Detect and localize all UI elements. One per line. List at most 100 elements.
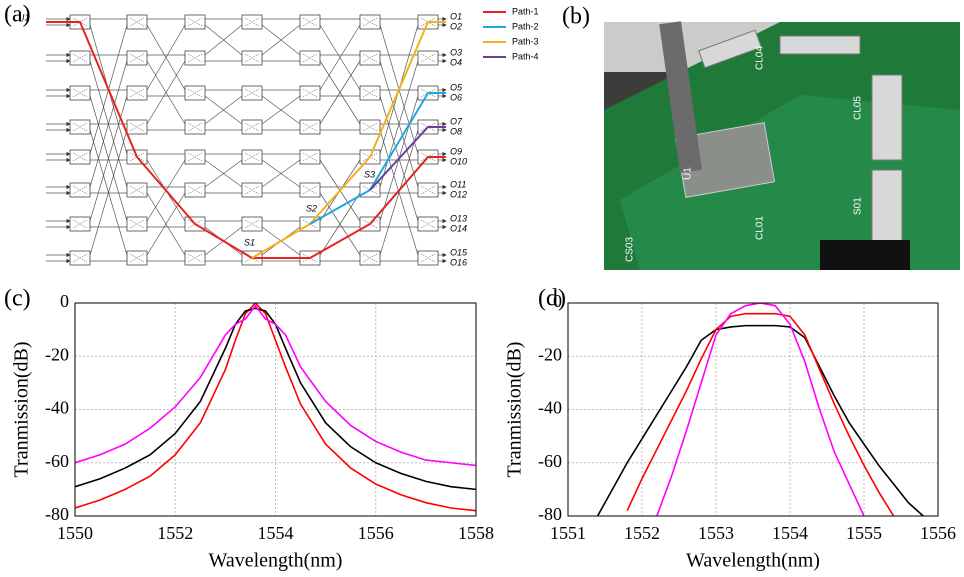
output-label: O4	[450, 57, 462, 67]
legend-label: Path-2	[512, 21, 539, 31]
connection	[319, 60, 361, 125]
panel-label: (d)	[538, 286, 566, 312]
connection	[379, 60, 419, 188]
series-line	[75, 304, 476, 467]
legend-label: Path-1	[512, 6, 539, 16]
panel-label: (c)	[4, 286, 31, 312]
switch-cross	[244, 219, 260, 229]
plot-frame	[567, 302, 939, 517]
board-label: CL01	[755, 216, 766, 240]
switch-cross	[244, 152, 260, 162]
switch-cross	[129, 53, 145, 63]
switch-cross	[129, 122, 145, 132]
output-label: O8	[450, 126, 462, 136]
panel-label: (a)	[4, 2, 31, 28]
switch-cross	[362, 53, 378, 63]
y-tick-label: -80	[45, 504, 69, 524]
signal-path	[251, 21, 446, 259]
connection	[319, 24, 361, 91]
connection	[204, 159, 243, 188]
switch-cross	[244, 53, 260, 63]
x-tick-label: 1554	[258, 523, 294, 543]
switch-cross	[129, 17, 145, 27]
output-label: O5	[450, 82, 463, 92]
y-axis-label: Tranmission(dB)	[504, 342, 526, 478]
series-line	[75, 307, 476, 491]
x-tick-label: 1553	[698, 523, 734, 543]
switch-cross	[362, 122, 378, 132]
x-tick-label: 1556	[920, 523, 956, 543]
switch-cross	[72, 185, 88, 195]
connection	[146, 192, 186, 256]
switch-cross	[187, 185, 203, 195]
y-tick-label: -40	[45, 398, 69, 418]
y-tick-label: -60	[45, 451, 69, 471]
switch-cross	[187, 17, 203, 27]
connection	[146, 24, 186, 91]
switch-cross	[72, 253, 88, 263]
switch-cross	[187, 152, 203, 162]
output-label: O2	[450, 21, 462, 31]
switch-cross	[129, 185, 145, 195]
y-tick-label: 0	[553, 291, 562, 311]
connection	[261, 24, 301, 56]
switch-cross	[362, 253, 378, 263]
switch-cross	[302, 53, 318, 63]
switch-cross	[72, 53, 88, 63]
switch-cross	[420, 219, 436, 229]
connection	[261, 95, 301, 125]
connection	[204, 95, 243, 125]
switch-label: S2	[306, 203, 317, 213]
switch-cross	[187, 253, 203, 263]
output-label: O11	[450, 179, 466, 189]
board-label: U1	[683, 167, 694, 180]
connection	[261, 159, 301, 188]
output-label: O3	[450, 47, 462, 57]
board-label: CS03	[625, 237, 636, 262]
switch-cross	[187, 122, 203, 132]
signal-path	[309, 92, 446, 225]
output-label: O15	[450, 247, 468, 257]
output-label: O13	[450, 213, 467, 223]
photo: CL04 CL05 CL01 S01 CS03 U1	[604, 21, 960, 270]
legend-label: Path-4	[512, 51, 539, 61]
switch-cross	[420, 185, 436, 195]
output-label: O1	[450, 11, 462, 21]
output-label: O16	[450, 257, 467, 267]
connection	[146, 60, 186, 125]
y-tick-label: -60	[538, 451, 562, 471]
x-tick-label: 1556	[358, 523, 394, 543]
connection	[89, 60, 128, 188]
switch-cross	[129, 253, 145, 263]
connection	[319, 192, 361, 256]
y-tick-label: -20	[538, 344, 562, 364]
x-tick-label: 1555	[846, 523, 882, 543]
y-tick-label: -20	[45, 344, 69, 364]
series-line	[656, 303, 865, 516]
panel-label: (b)	[562, 4, 590, 30]
output-label: O7	[450, 116, 463, 126]
output-label: O14	[450, 223, 467, 233]
switch-cross	[187, 53, 203, 63]
y-axis-label: Tranmission(dB)	[11, 342, 33, 478]
chart: 1550 1552 1554 1556 1558 0 -20 -40 -60 -80 Wavelen…	[11, 291, 494, 571]
output-label: O6	[450, 92, 462, 102]
series-line	[75, 303, 476, 512]
switch-cross	[302, 185, 318, 195]
switch-cross	[129, 88, 145, 98]
board-label: CL05	[853, 96, 864, 120]
connection	[204, 24, 243, 56]
switch-cross	[72, 152, 88, 162]
switch-cross	[362, 88, 378, 98]
switch-cross	[420, 53, 436, 63]
chart: 1551 1552 1553 1554 1555 1556 0 -20 -40 -60 -80 Wav…	[504, 291, 956, 571]
connection	[379, 129, 419, 256]
signal-path	[369, 126, 446, 191]
output-label: O10	[450, 156, 467, 166]
switch-cross	[302, 152, 318, 162]
switch-cross	[72, 88, 88, 98]
y-tick-label: 0	[60, 291, 69, 311]
